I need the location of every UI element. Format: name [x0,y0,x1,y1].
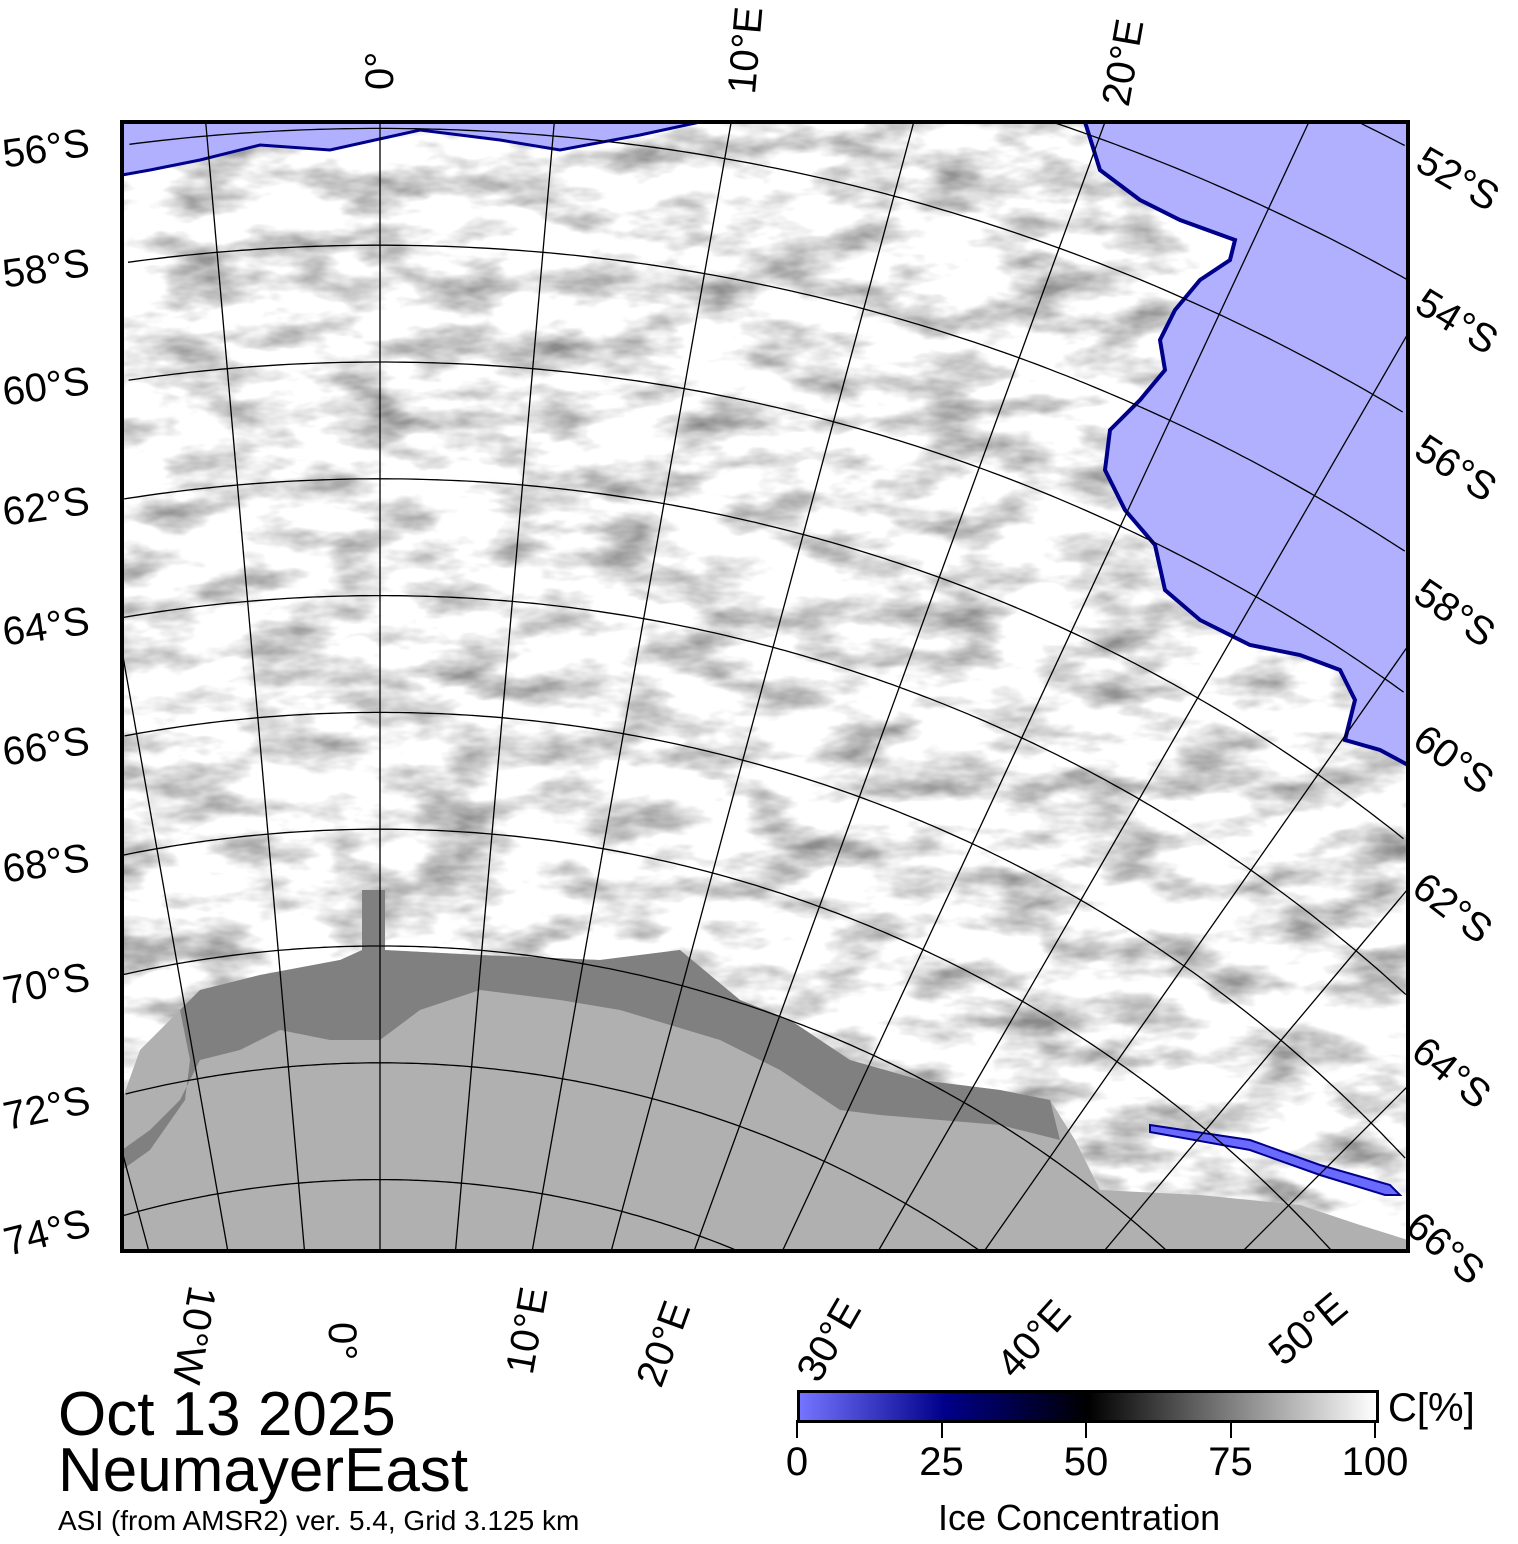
longitude-line [781,122,1310,1251]
latitude-line [122,945,1166,1250]
latitude-line [129,127,1404,413]
map-region: NeumayerEast [58,1436,469,1505]
colorbar-unit: C[%] [1388,1386,1475,1430]
longitude-line [877,333,1408,1251]
colorbar-tick-label: 75 [1208,1440,1253,1484]
latitude-line [1361,123,1405,147]
latitude-line [122,594,1407,995]
colorbar-tick [1374,1420,1376,1438]
data-source: ASI (from AMSR2) ver. 5.4, Grid 3.125 km [58,1505,580,1536]
longitude-line [610,122,915,1251]
longitude-line [205,122,306,1251]
colorbar-tick-label: 50 [1063,1440,1109,1484]
latitude-line [125,1062,980,1251]
antarctic-land [122,950,1408,1251]
latitude-line [124,478,1404,840]
colorbar-tick [1229,1420,1232,1438]
longitude-line [122,650,229,1251]
longitude-line [454,122,555,1251]
lon-label-top: 10°E [720,4,772,96]
colorbar [797,1390,1379,1423]
open-ocean-north-edge [122,122,701,177]
coastal-polynya [1149,1123,1403,1196]
lon-label-top: 0° [358,51,402,90]
longitude-line [983,645,1408,1251]
colorbar-tick [1085,1420,1087,1438]
colorbar-tick [940,1420,943,1438]
longitude-line [693,122,1106,1251]
latitude-line [123,828,1332,1251]
colorbar-tick [796,1420,798,1438]
latitude-line [1055,122,1408,281]
graticule [122,122,1408,1251]
latitude-line [127,244,1406,552]
longitude-line [1103,888,1408,1251]
ice-shelf [122,890,1060,1170]
colorbar-tick-label: 0 [785,1440,809,1484]
colorbar-tick-label: 25 [919,1440,964,1484]
lon-label-bottom: 0° [320,1322,364,1361]
map-frame [120,120,1410,1253]
latitude-line [128,361,1404,693]
latitude-line [122,1178,738,1251]
longitude-line [122,1150,150,1251]
latitude-line [124,711,1406,1159]
longitude-line [531,122,732,1251]
longitude-line [1242,1085,1408,1251]
colorbar-title: Ice Concentration [938,1497,1221,1538]
map-date: Oct 13 2025 [58,1380,396,1449]
colorbar-tick-label: 100 [1341,1440,1409,1484]
